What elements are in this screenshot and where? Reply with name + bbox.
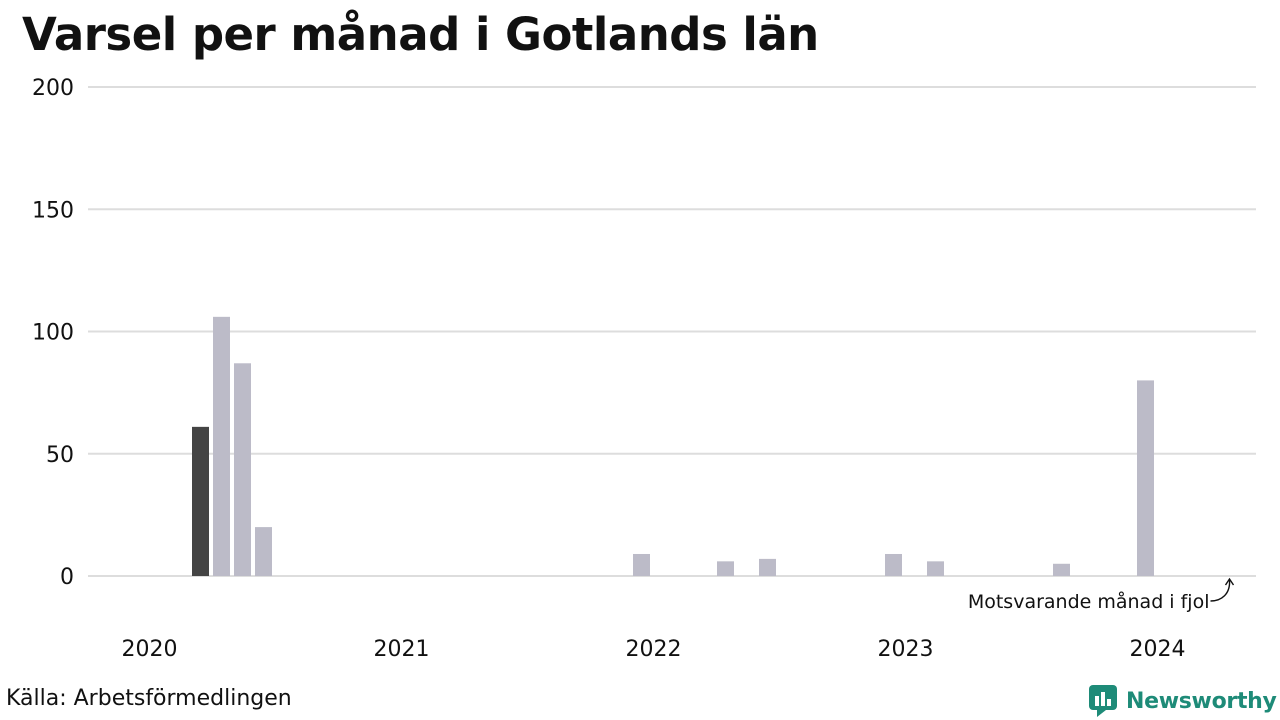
annotation-arrow-head	[1224, 577, 1235, 586]
y-tick-label: 150	[32, 198, 74, 223]
bar	[213, 316, 230, 576]
bar	[927, 561, 944, 576]
bar	[885, 553, 902, 576]
bar	[255, 527, 272, 576]
y-tick-label: 50	[46, 443, 74, 468]
y-tick-label: 200	[32, 76, 74, 101]
bar	[192, 426, 209, 576]
bar	[717, 561, 734, 576]
x-tick-label: 2022	[626, 637, 682, 662]
source-label: Källa: Arbetsförmedlingen	[6, 686, 292, 711]
x-tick-label: 2024	[1130, 637, 1186, 662]
bar	[1137, 380, 1154, 576]
brand-logo: Newsworthy	[1088, 684, 1277, 718]
x-tick-label: 2023	[878, 637, 934, 662]
page-title: Varsel per månad i Gotlands län	[22, 8, 819, 61]
x-tick-label: 2020	[122, 637, 178, 662]
x-tick-label: 2021	[374, 637, 430, 662]
y-tick-label: 100	[32, 321, 74, 346]
bar	[633, 553, 650, 576]
bar	[1053, 563, 1070, 576]
y-tick-label: 0	[60, 565, 74, 590]
bar	[234, 363, 251, 576]
annotation-arrow-line	[1210, 579, 1231, 602]
brand-name: Newsworthy	[1126, 688, 1277, 714]
bar	[759, 558, 776, 576]
newsworthy-logo-icon	[1089, 685, 1117, 717]
comparison-annotation: Motsvarande månad i fjol	[968, 590, 1210, 613]
